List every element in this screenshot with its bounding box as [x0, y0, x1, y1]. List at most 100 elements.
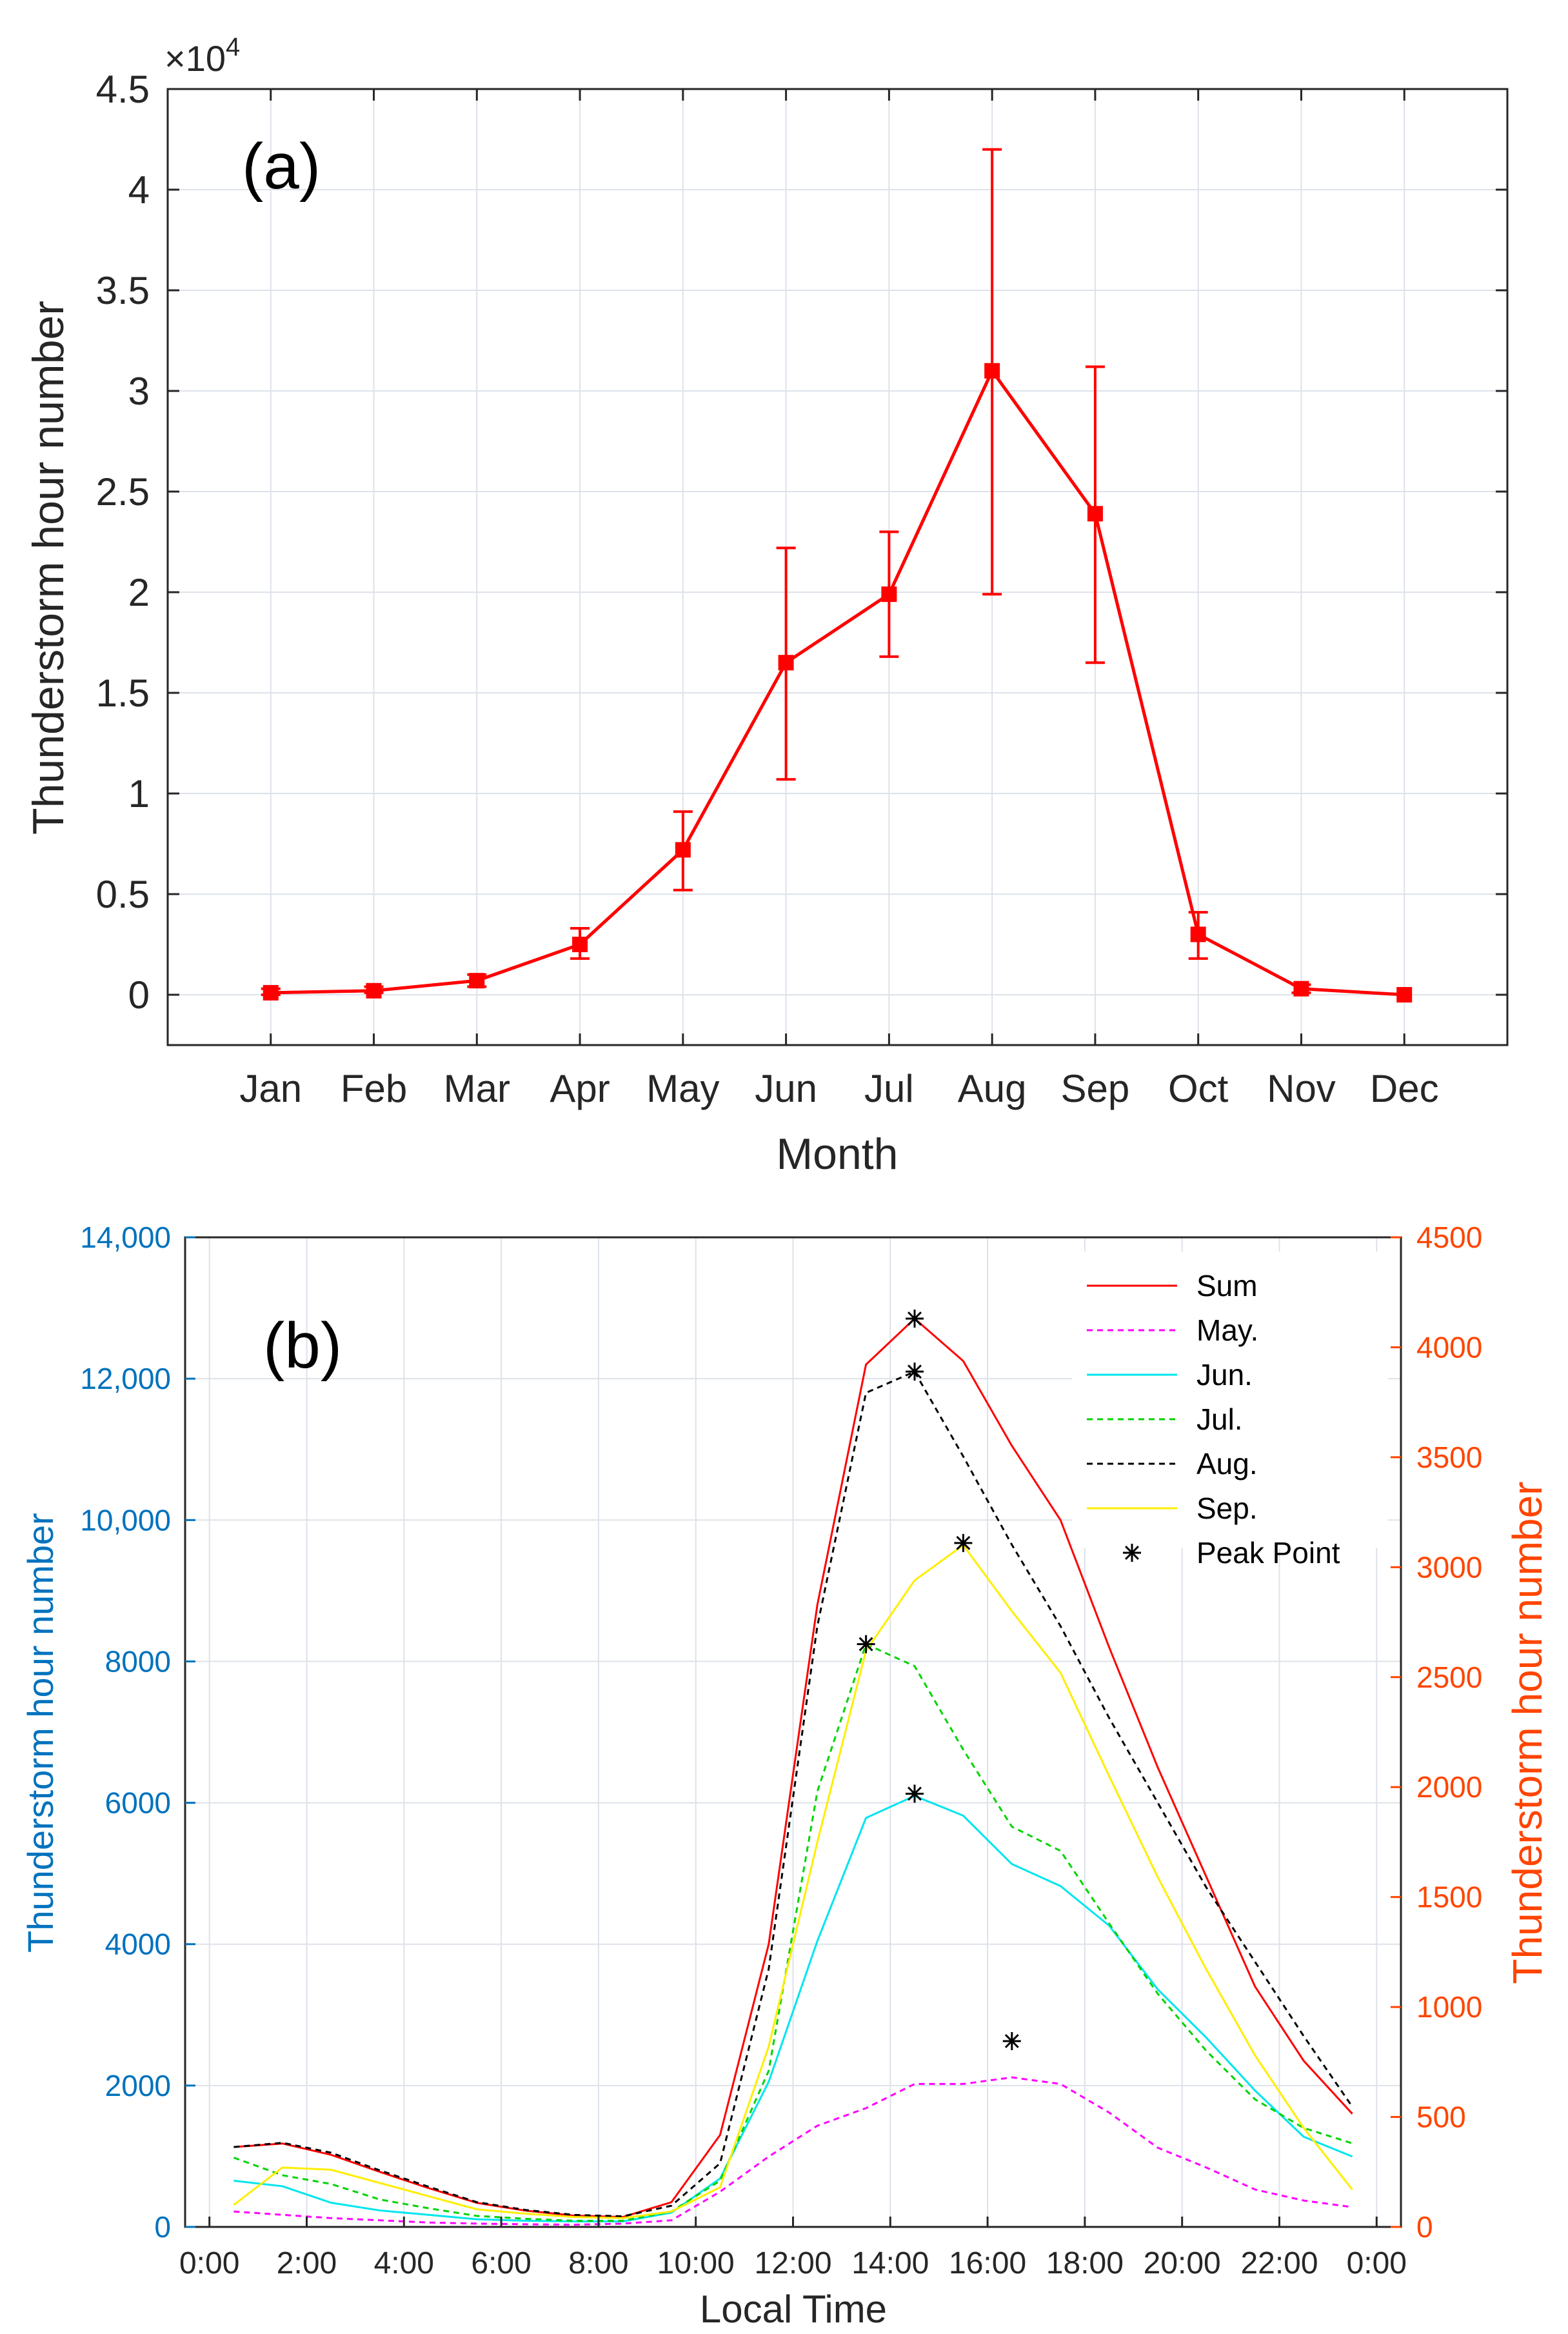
panel-a-x-tick-labels: Jan Feb Mar Apr May Jun Jul Aug Sep Oct Nov Dec [239, 1067, 1438, 1110]
panel-a-y-tick-labels: 0 0.5 1 1.5 2 2.5 3 3.5 4 4.5 [96, 68, 150, 1017]
panel-a-y-tick-label: 4.5 [96, 68, 150, 111]
panel-a-x-tick-label: May [646, 1067, 719, 1110]
panel-a-chart: Jan Feb Mar Apr May Jun Jul Aug Sep Oct Nov Dec 0 0.… [24, 33, 1509, 1179]
panel-a-y-axis-title: Thunderstorm hour number [24, 301, 73, 835]
panel-a-x-tick-label: Sep [1061, 1067, 1130, 1110]
panel-a-data-point [572, 937, 588, 952]
panel-b-series [233, 1317, 1353, 2226]
panel-a-data-point [984, 363, 1000, 379]
panel-a-data-point [1087, 506, 1103, 522]
panel-a-data-point [263, 984, 279, 1001]
panel-a-data-point [675, 842, 691, 858]
panel-b-x-tick-label: 8:00 [568, 2246, 628, 2280]
panel-a-x-tick-label: Feb [341, 1067, 407, 1110]
panel-b-right-tick-label: 1000 [1416, 1990, 1482, 2024]
panel-b-right-tick-label: 4000 [1416, 1330, 1482, 1364]
panel-b-peak-marker [906, 1362, 924, 1381]
panel-b-right-tick-label: 2500 [1416, 1661, 1482, 1694]
panel-b-right-tick-label: 3500 [1416, 1441, 1482, 1474]
panel-b-right-y-axis-title: Thunderstorm hour number [1504, 1481, 1551, 1984]
panel-b-label: (b) [263, 1310, 342, 1382]
panel-b-series-aug [233, 1370, 1353, 2218]
panel-a-x-tick-label: Jan [239, 1067, 302, 1110]
panel-a-y-tick-label: 1.5 [96, 672, 150, 715]
panel-b-x-tick-label: 18:00 [1046, 2246, 1124, 2280]
panel-a-x-tick-label: Oct [1168, 1067, 1229, 1110]
panel-b-right-tick-label: 500 [1416, 2100, 1466, 2134]
panel-a-data-point [469, 973, 485, 989]
panel-b-x-axis-title: Local Time [700, 2288, 887, 2331]
legend-label: Sum [1196, 1269, 1258, 1302]
panel-b-left-y-axis-title: Thunderstorm hour number [20, 1513, 61, 1953]
panel-a-ticks [168, 88, 1507, 1045]
panel-a-y-tick-label: 3 [128, 370, 150, 413]
panel-a-y-tick-label: 3.5 [96, 269, 150, 312]
panel-b-right-tick-labels: 0 500 1000 1500 2000 2500 3000 3500 4000 4500 [1416, 1221, 1482, 2244]
panel-a-x-tick-label: Jul [864, 1067, 914, 1110]
panel-a-data-point [1293, 981, 1309, 997]
panel-b-series-sum [233, 1317, 1353, 2219]
legend-label: Sep. [1196, 1491, 1258, 1525]
panel-b-peak-marker [1002, 2031, 1021, 2050]
legend-label: Jul. [1196, 1402, 1243, 1436]
panel-b-x-tick-label: 20:00 [1144, 2246, 1221, 2280]
panel-a-y-tick-label: 2.5 [96, 470, 150, 514]
panel-b-x-tick-label: 6:00 [471, 2246, 531, 2280]
panel-a-data-point [1190, 926, 1206, 943]
panel-a-x-axis-title: Month [777, 1130, 898, 1179]
panel-b-x-tick-label: 10:00 [657, 2246, 735, 2280]
panel-a-data-point [1396, 987, 1413, 1002]
panel-b-chart: 0:00 2:00 4:00 6:00 8:00 10:00 12:00 14:00 16:00… [20, 1221, 1551, 2331]
panel-b-right-tick-label: 1500 [1416, 1880, 1482, 1914]
panel-b-peak-marker [857, 1635, 875, 1653]
panel-b-series-sep [233, 1544, 1353, 2219]
panel-a-y-tick-label: 4 [128, 168, 150, 212]
panel-b-left-tick-label: 8000 [105, 1644, 171, 1678]
panel-b-series-jun [233, 1795, 1353, 2222]
panel-a-label: (a) [242, 130, 321, 203]
legend-label: Peak Point [1196, 1536, 1340, 1570]
panel-b-peak-marker [906, 1784, 924, 1803]
panel-a-data-point [881, 586, 897, 603]
panel-b-left-tick-label: 2000 [105, 2069, 171, 2102]
panel-b-left-tick-label: 10,000 [80, 1503, 171, 1537]
panel-b-left-tick-labels: 0 2000 4000 6000 8000 10,000 12,000 14,000 [80, 1221, 171, 2244]
panel-b-series-may [233, 2076, 1353, 2226]
panel-b-x-tick-label: 0:00 [179, 2246, 239, 2280]
panel-b-right-tick-label: 4500 [1416, 1221, 1482, 1254]
panel-a-y-tick-label: 2 [128, 571, 150, 614]
panel-b-peak-points [857, 1310, 1021, 2050]
panel-a-x-tick-label: Nov [1267, 1067, 1336, 1110]
panel-b-x-tick-label: 16:00 [949, 2246, 1026, 2280]
legend-label: Aug. [1196, 1447, 1258, 1481]
panel-a-multiplier: ×104 [164, 33, 240, 79]
panel-b-x-tick-label: 4:00 [374, 2246, 434, 2280]
panel-a-markers [263, 363, 1413, 1002]
panel-b-x-tick-label: 2:00 [277, 2246, 337, 2280]
panel-b-x-tick-label: 22:00 [1240, 2246, 1318, 2280]
panel-b-legend: Sum May. Jun. Jul. Aug. Sep. Peak Point [1072, 1252, 1388, 1570]
panel-a-data-point [778, 655, 794, 671]
legend-label: Jun. [1196, 1358, 1253, 1391]
panel-b-x-tick-label: 12:00 [754, 2246, 831, 2280]
panel-a-y-tick-label: 1 [128, 772, 150, 815]
panel-b-left-tick-label: 0 [154, 2210, 171, 2244]
legend-label: May. [1196, 1313, 1258, 1347]
panel-a-x-tick-label: Aug [958, 1067, 1027, 1110]
panel-a-series-line [270, 369, 1405, 997]
panel-a-x-tick-label: Jun [755, 1067, 817, 1110]
panel-b-left-tick-label: 14,000 [80, 1221, 171, 1254]
panel-b-x-tick-label: 0:00 [1347, 2246, 1407, 2280]
panel-b-series-jul [233, 1643, 1353, 2222]
panel-a-x-tick-label: Mar [444, 1067, 510, 1110]
panel-a-x-tick-label: Apr [550, 1067, 610, 1110]
panel-b-x-tick-label: 14:00 [851, 2246, 929, 2280]
panel-b-right-tick-label: 3000 [1416, 1550, 1482, 1584]
panel-b-right-tick-label: 2000 [1416, 1770, 1482, 1804]
legend-peak-marker [1123, 1544, 1141, 1562]
panel-a-y-tick-label: 0 [128, 973, 150, 1017]
panel-b-ticks [185, 1236, 1401, 2228]
panel-b-x-tick-labels: 0:00 2:00 4:00 6:00 8:00 10:00 12:00 14:00 16:00… [179, 2246, 1407, 2280]
panel-b-right-tick-label: 0 [1416, 2210, 1433, 2244]
